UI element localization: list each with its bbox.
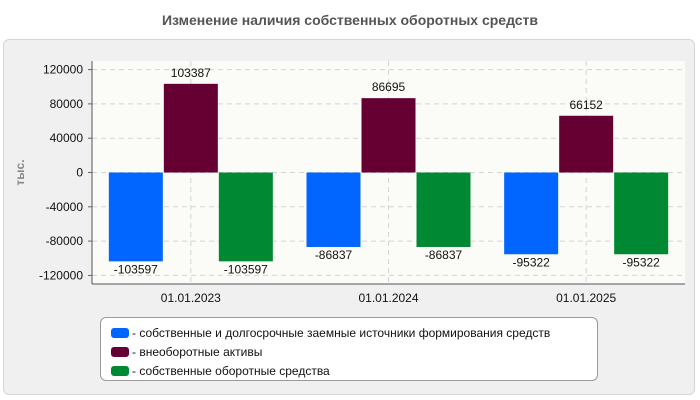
legend-swatch-noncurrent-assets (111, 346, 129, 357)
data-label: 86695 (372, 80, 406, 94)
legend-label-noncurrent-assets: - внеоборотные активы (132, 344, 263, 359)
bar (108, 172, 163, 262)
legend-swatch-working-capital (111, 365, 129, 376)
data-label: 66152 (569, 98, 603, 112)
bar (361, 98, 416, 173)
legend-label-working-capital: - собственные оборотные средства (132, 363, 330, 378)
data-label: -95322 (512, 255, 550, 269)
bar (416, 172, 471, 247)
data-label: -95322 (622, 255, 660, 269)
legend-label-sources: - собственные и долгосрочные заемные ист… (132, 325, 551, 340)
data-label: -103597 (114, 262, 158, 276)
data-label: -103597 (224, 262, 268, 276)
bar (218, 172, 273, 262)
chart-legend: - собственные и долгосрочные заемные ист… (100, 317, 598, 381)
y-tick-label: -40000 (46, 200, 84, 214)
y-tick-label: 120000 (43, 63, 83, 77)
x-tick-label: 01.01.2025 (556, 291, 616, 305)
data-label: -86837 (315, 248, 353, 262)
y-tick-label: -120000 (39, 268, 83, 282)
y-axis-title: тыс. (13, 159, 27, 185)
bar (559, 115, 614, 173)
x-tick-label: 01.01.2024 (358, 291, 418, 305)
data-label: 103387 (171, 66, 211, 80)
y-tick-label: 80000 (50, 97, 84, 111)
legend-item: - внеоборотные активы (111, 342, 597, 361)
bar (306, 172, 361, 247)
legend-item: - собственные оборотные средства (111, 361, 597, 380)
bar (163, 83, 218, 173)
data-label: -86837 (425, 248, 463, 262)
y-tick-label: 0 (76, 166, 83, 180)
legend-item: - собственные и долгосрочные заемные ист… (111, 323, 597, 342)
y-tick-label: -80000 (46, 234, 84, 248)
bar (504, 172, 559, 255)
legend-swatch-sources (111, 327, 129, 338)
chart-title: Изменение наличия собственных оборотных … (161, 12, 539, 28)
x-tick-label: 01.01.2023 (161, 291, 221, 305)
bar (614, 172, 669, 255)
y-tick-label: 40000 (50, 131, 84, 145)
